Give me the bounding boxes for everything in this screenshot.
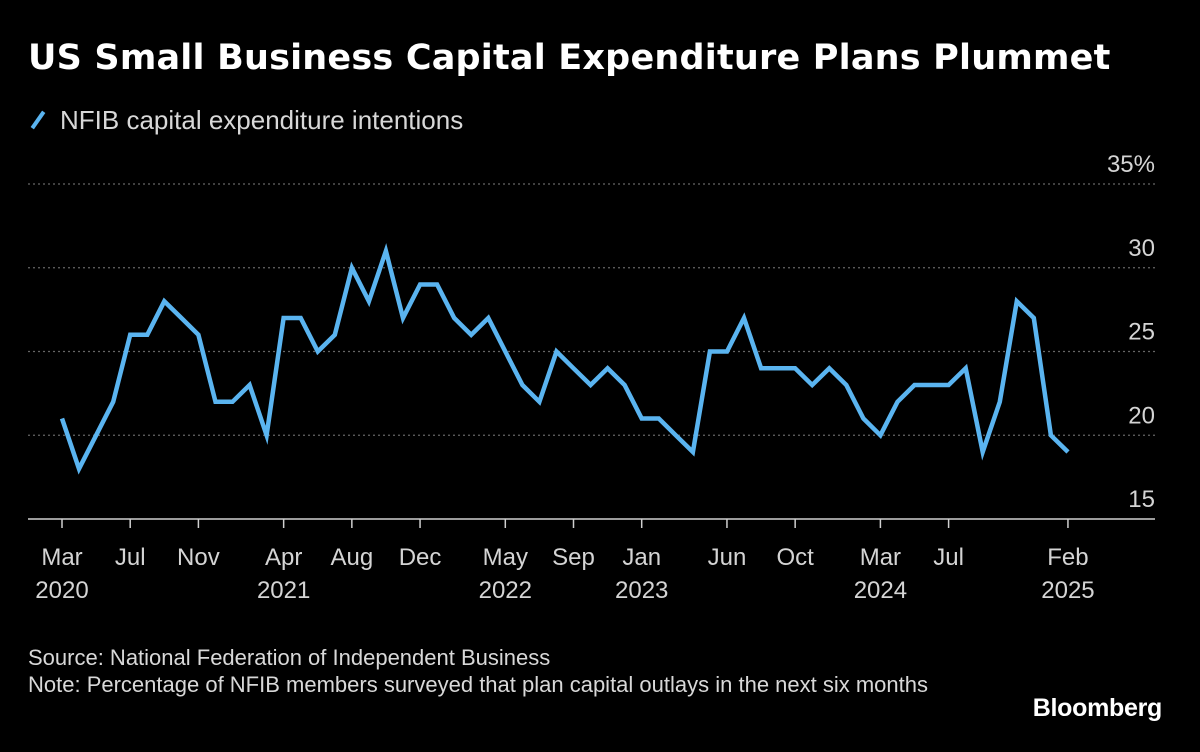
x-tick-month: Dec [399, 544, 442, 571]
x-tick-month: Jun [708, 544, 747, 571]
source-note: Source: National Federation of Independe… [28, 645, 551, 670]
bloomberg-logo: Bloomberg [1032, 694, 1163, 722]
legend: NFIB capital expenditure intentions [28, 103, 463, 137]
x-tick-month: Oct [776, 544, 814, 571]
x-tick-month: Nov [177, 544, 220, 571]
x-axis [28, 518, 1155, 528]
note-text: Note: Percentage of NFIB members surveye… [28, 672, 929, 697]
x-tick-year: 2025 [1041, 577, 1094, 604]
x-tick-month: Jul [115, 544, 146, 571]
x-tick-labels: Mar 2020 Jul Nov Apr 2021 Aug Dec May 2022 Sep Jan 2… [35, 544, 1094, 604]
x-tick-month: Mar [860, 544, 901, 571]
x-tick-month: Jan [622, 544, 661, 571]
x-tick-month: Sep [552, 544, 595, 571]
x-tick-year: 2022 [479, 577, 532, 604]
x-tick-year: 2023 [615, 577, 668, 604]
x-tick-month: Feb [1047, 544, 1088, 571]
x-tick-month: Aug [330, 544, 373, 571]
gridlines [28, 183, 1155, 436]
x-tick-year: 2021 [257, 577, 310, 604]
x-tick-month: May [483, 544, 528, 571]
y-tick-label-35: 35% [1107, 151, 1155, 178]
x-tick-month: Mar [41, 544, 82, 571]
y-tick-labels: 35% 30 25 20 15 [1107, 151, 1155, 513]
y-tick-label-15: 15 [1128, 486, 1155, 513]
x-tick-month: Apr [265, 544, 302, 571]
legend-label: NFIB capital expenditure intentions [60, 104, 464, 135]
x-tick-year: 2020 [35, 577, 88, 604]
chart-title: US Small Business Capital Expenditure Pl… [28, 38, 1111, 78]
series-layer [59, 243, 1070, 475]
y-tick-label-30: 30 [1128, 235, 1155, 262]
series-line-0 [59, 243, 1070, 475]
x-tick-year: 2024 [854, 577, 907, 604]
y-tick-label-20: 20 [1128, 402, 1155, 429]
y-tick-label-25: 25 [1128, 319, 1155, 346]
footer-notes: Source: National Federation of Independe… [28, 644, 928, 698]
x-tick-month: Jul [933, 544, 964, 571]
